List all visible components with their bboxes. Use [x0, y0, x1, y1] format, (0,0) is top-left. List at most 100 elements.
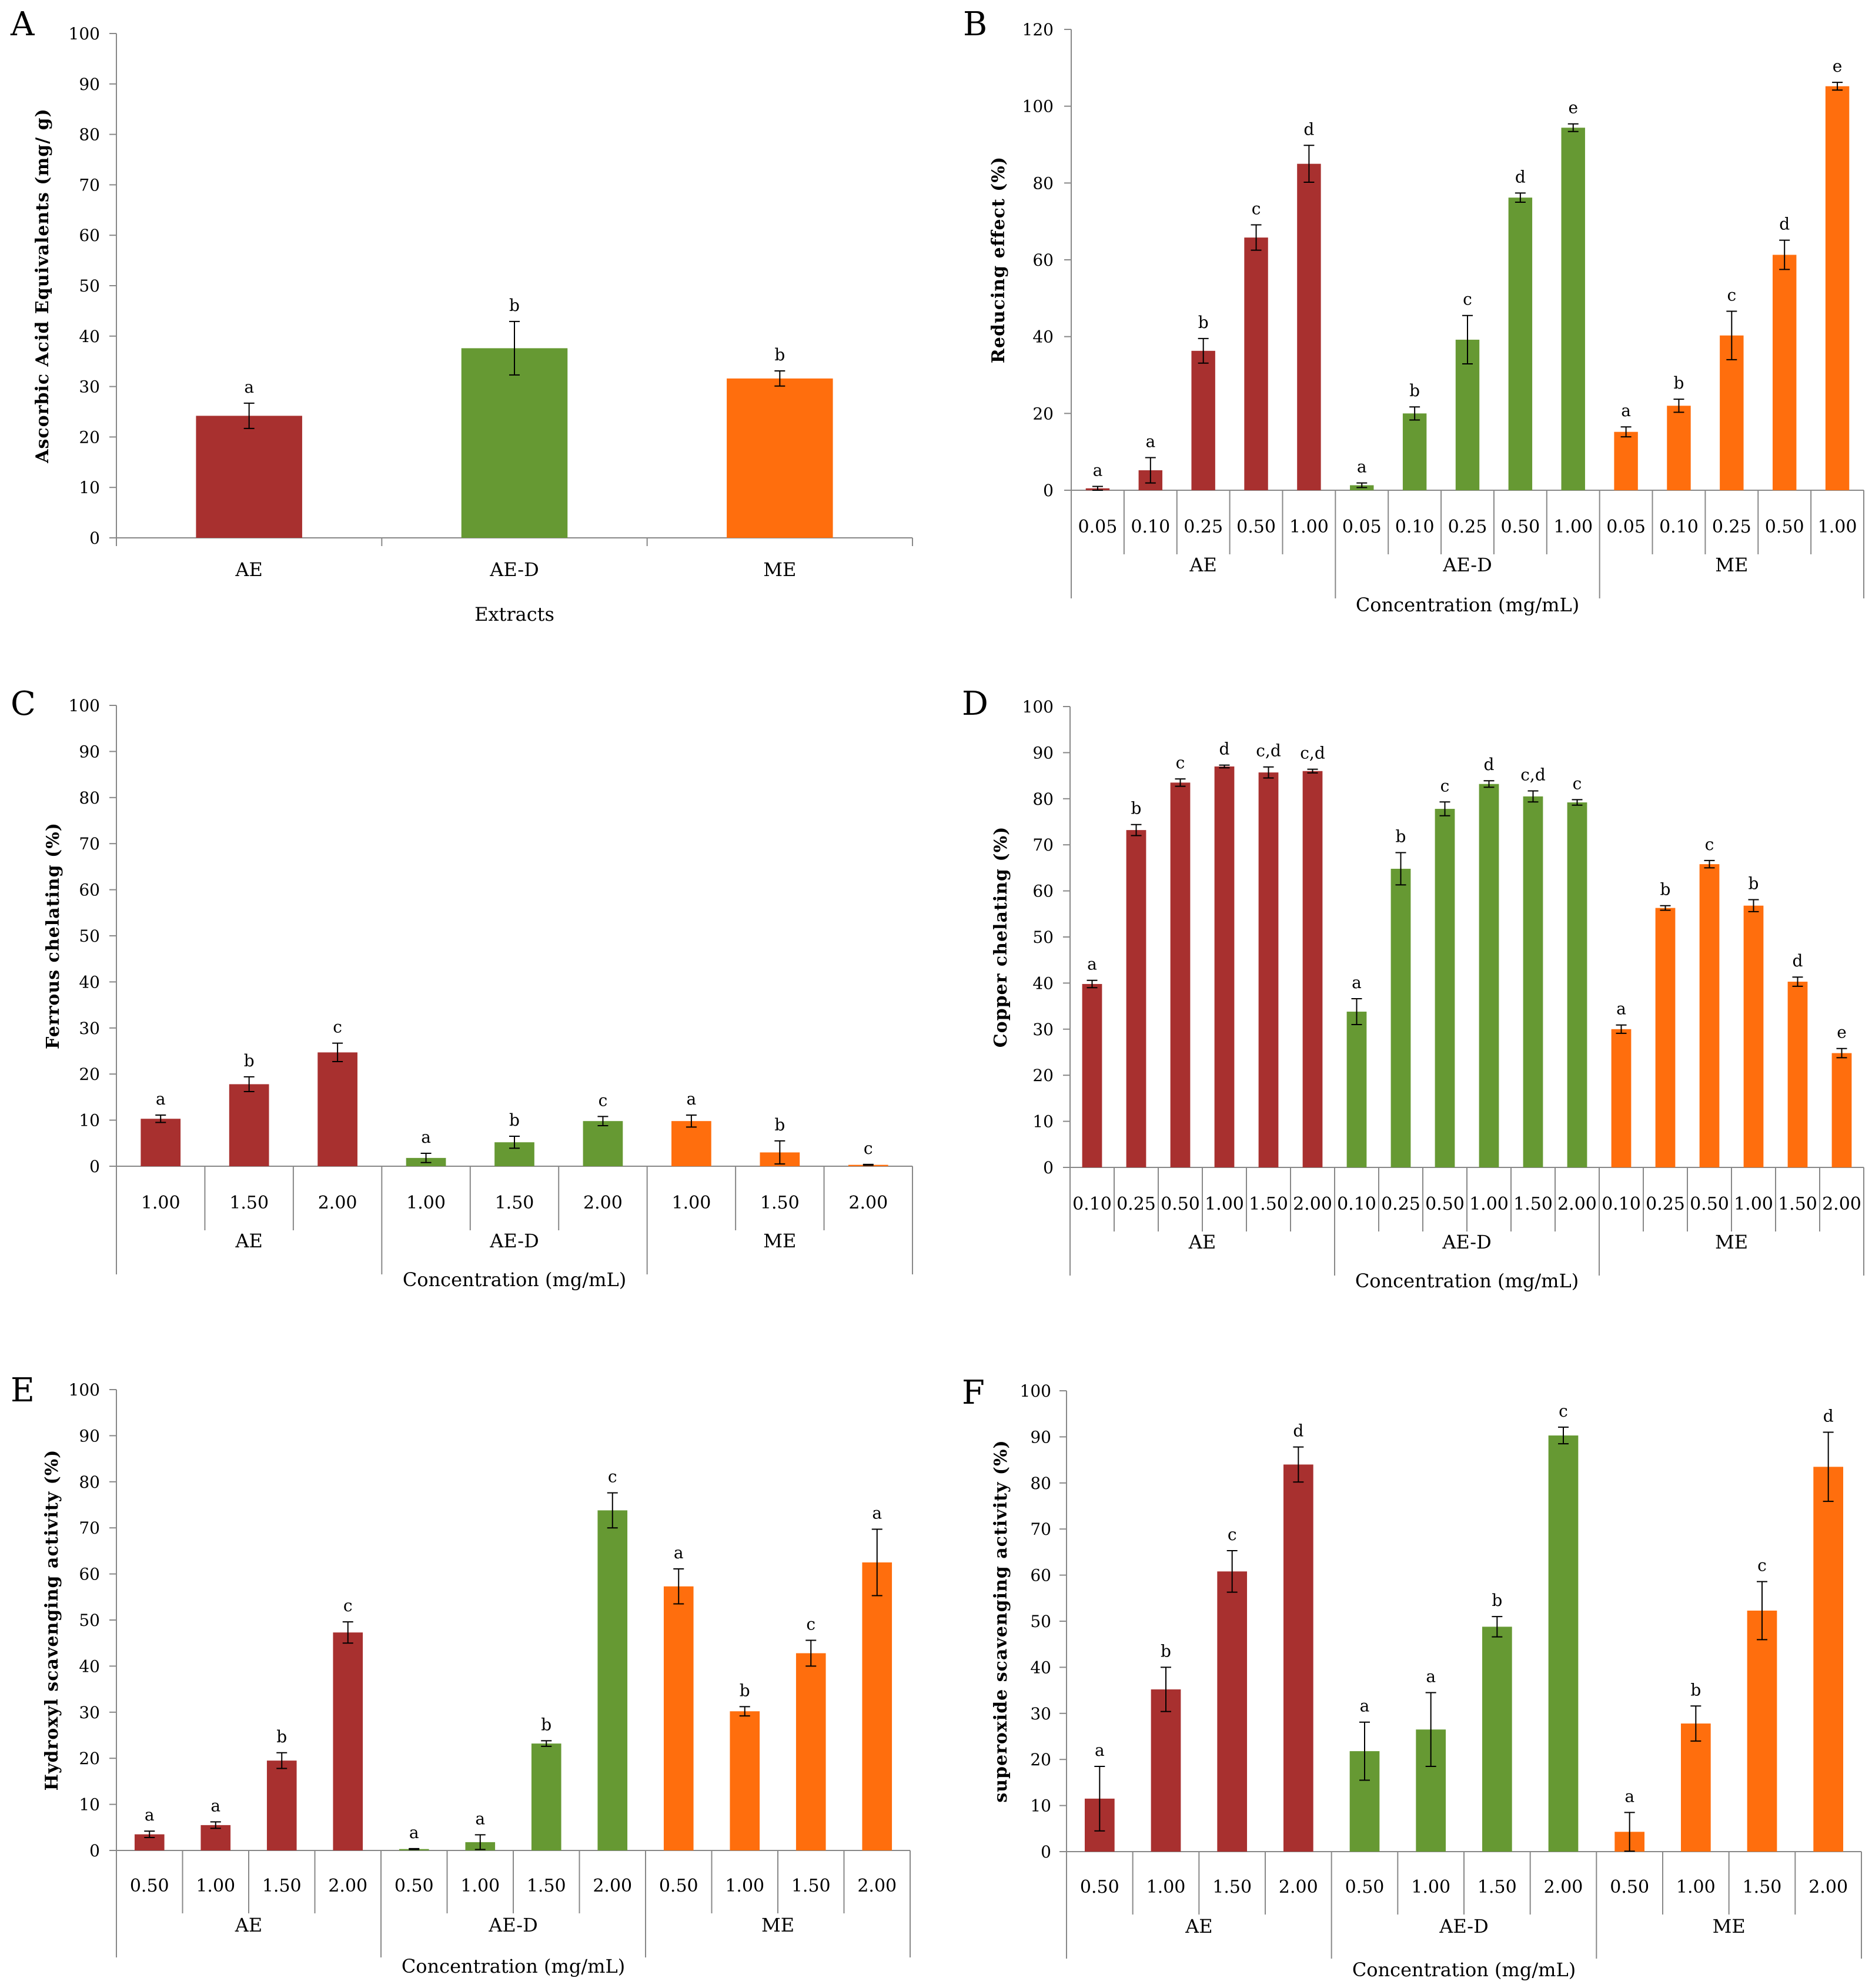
- x-tick-label: 0.10: [1131, 517, 1170, 537]
- x-tick-label: 2.00: [583, 1193, 623, 1213]
- x-tick-label: 1.00: [1411, 1877, 1450, 1897]
- bar: [531, 1743, 561, 1850]
- x-tick-label: 0.25: [1116, 1194, 1156, 1214]
- significance-label: a: [409, 1823, 419, 1842]
- bar: [1435, 809, 1455, 1167]
- y-tick-label: 90: [79, 75, 100, 94]
- group-label: AE: [235, 1914, 262, 1936]
- y-axis-label: Reducing effect (%): [988, 156, 1009, 363]
- x-tick-label: 1.50: [1477, 1877, 1517, 1897]
- significance-label: d: [1793, 951, 1803, 970]
- x-tick-label: 0.25: [1448, 517, 1487, 537]
- group-label: AE: [1189, 554, 1216, 576]
- y-tick-label: 0: [1043, 481, 1054, 500]
- y-tick-label: 100: [1022, 697, 1054, 717]
- y-axis-label: Copper chelating (%): [991, 826, 1011, 1048]
- x-tick-label: 0.50: [1345, 1877, 1385, 1897]
- x-tick-label: 0.50: [1236, 517, 1276, 537]
- y-tick-label: 70: [79, 175, 100, 195]
- x-tick-label: 1.50: [791, 1876, 831, 1896]
- x-tick-label: 0.10: [1395, 517, 1435, 537]
- y-tick-label: 40: [1030, 1658, 1051, 1677]
- significance-label: c: [1440, 776, 1450, 795]
- bar: [141, 1119, 181, 1166]
- x-tick-label: 2.00: [1822, 1194, 1861, 1214]
- x-tick-label: 1.00: [1146, 1877, 1186, 1897]
- y-tick-label: 40: [1032, 973, 1054, 993]
- bar: [1611, 1029, 1632, 1167]
- bar: [1787, 982, 1808, 1167]
- y-tick-label: 40: [79, 1656, 100, 1676]
- bar: [1151, 1689, 1181, 1852]
- bar: [597, 1510, 628, 1850]
- panel-letter: B: [963, 5, 987, 43]
- bar: [1302, 771, 1323, 1167]
- significance-label: a: [1095, 1741, 1105, 1760]
- significance-label: b: [774, 345, 785, 364]
- group-label: AE: [235, 1230, 262, 1252]
- y-tick-label: 50: [1032, 928, 1054, 947]
- y-axis-label: Hydroxyl scavenging activity (%): [42, 1450, 62, 1791]
- bar: [1523, 796, 1543, 1167]
- y-tick-label: 20: [1032, 1066, 1054, 1085]
- chart-panel-d: D 0 10 20 30 40 50 60 70 80 90 100 Copper chelating …: [962, 685, 1864, 1292]
- group-label: AE: [235, 558, 262, 581]
- x-tick-label: 2.00: [1557, 1194, 1597, 1214]
- chart-panel-e: E 0 10 20 30 40 50 60 70 80 90 100 Hydroxyl scavengi…: [11, 1371, 911, 1977]
- chart-panel-c: C 0 10 20 30 40 50 60 70 80 90 100 Ferrous chelating…: [11, 685, 913, 1291]
- group-label: AE-D: [489, 558, 539, 581]
- bar: [1214, 766, 1235, 1167]
- bar: [795, 1653, 826, 1850]
- y-tick-label: 20: [1030, 1750, 1051, 1769]
- x-tick-label: 1.50: [1212, 1877, 1252, 1897]
- y-tick-label: 90: [1030, 1427, 1051, 1447]
- x-tick-label: 0.50: [1765, 517, 1804, 537]
- bar: [1720, 335, 1744, 490]
- x-tick-label: 1.50: [1513, 1194, 1553, 1214]
- x-tick-label: 2.00: [1809, 1877, 1848, 1897]
- bar: [1126, 830, 1146, 1167]
- y-axis-label: superoxide scavenging activity (%): [991, 1440, 1011, 1802]
- significance-label: c: [599, 1090, 608, 1110]
- x-tick-label: 0.05: [1606, 517, 1646, 537]
- significance-label: a: [1352, 973, 1362, 992]
- bar: [1655, 908, 1676, 1167]
- group-label: ME: [763, 1230, 796, 1252]
- bar: [333, 1632, 363, 1850]
- x-tick-label: 0.50: [395, 1876, 434, 1896]
- significance-label: b: [774, 1115, 785, 1134]
- significance-label: d: [1515, 167, 1526, 186]
- y-tick-label: 10: [79, 1111, 100, 1130]
- y-tick-label: 80: [79, 788, 100, 808]
- y-tick-label: 60: [1030, 1566, 1051, 1585]
- significance-label: d: [1484, 755, 1495, 774]
- y-tick-label: 40: [1032, 327, 1054, 347]
- x-tick-label: 0.50: [1425, 1194, 1465, 1214]
- y-tick-label: 80: [79, 1472, 100, 1492]
- significance-label: b: [1660, 880, 1671, 899]
- significance-label: b: [1409, 381, 1420, 400]
- chart-panel-a: A 0 10 20 30 40 50 60 70 80 90 100 Ascorbic Acid Equ…: [10, 5, 913, 625]
- x-tick-label: 1.00: [460, 1876, 500, 1896]
- x-tick-label: 2.00: [1293, 1194, 1332, 1214]
- significance-label: c: [333, 1018, 342, 1037]
- y-tick-label: 60: [1032, 250, 1054, 270]
- x-tick-label: 0.25: [1712, 517, 1751, 537]
- significance-label: e: [1833, 56, 1843, 76]
- y-tick-label: 0: [1043, 1158, 1054, 1177]
- y-tick-label: 80: [79, 125, 100, 145]
- x-tick-label: 1.00: [1205, 1194, 1244, 1214]
- significance-label: e: [1837, 1023, 1847, 1042]
- y-tick-label: 100: [69, 696, 100, 715]
- significance-label: a: [1621, 401, 1631, 420]
- significance-label: a: [1616, 999, 1626, 1019]
- x-tick-label: 1.50: [760, 1193, 800, 1213]
- significance-label: a: [145, 1805, 155, 1825]
- x-tick-label: 2.00: [1279, 1877, 1318, 1897]
- x-tick-label: 0.50: [130, 1876, 169, 1896]
- y-tick-label: 10: [1032, 1112, 1054, 1132]
- significance-label: c: [864, 1139, 873, 1158]
- bar: [1258, 772, 1279, 1167]
- group-label: ME: [763, 558, 796, 581]
